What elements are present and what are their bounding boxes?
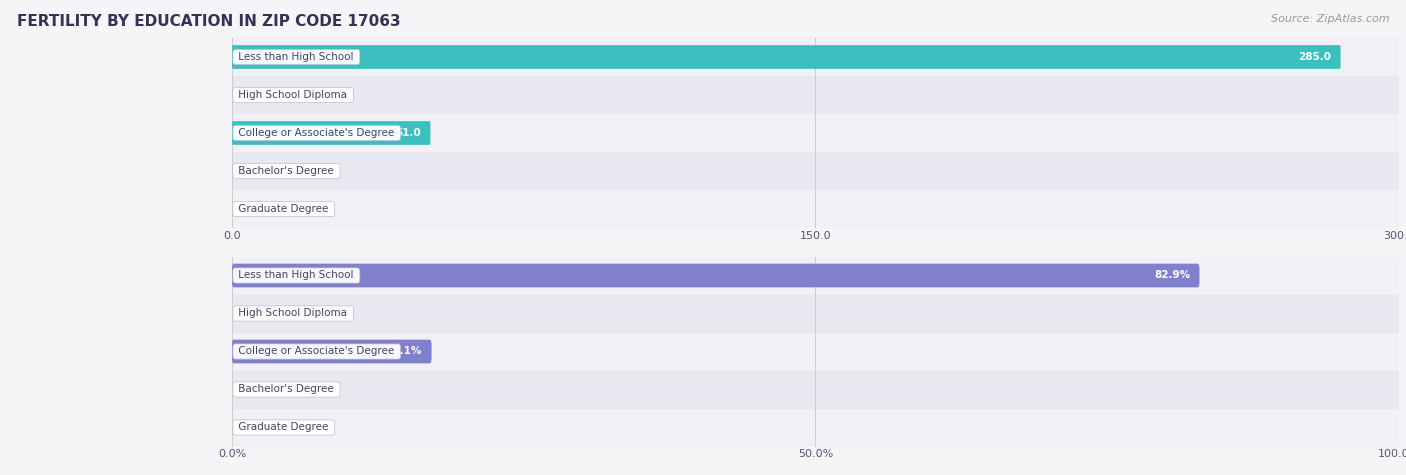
FancyBboxPatch shape [232, 294, 1399, 332]
FancyBboxPatch shape [232, 332, 1399, 371]
FancyBboxPatch shape [232, 264, 1199, 287]
Text: 0.0%: 0.0% [242, 384, 270, 395]
Text: 51.0: 51.0 [395, 128, 420, 138]
Text: Graduate Degree: Graduate Degree [235, 204, 332, 214]
FancyBboxPatch shape [232, 121, 430, 145]
FancyBboxPatch shape [232, 38, 1399, 76]
FancyBboxPatch shape [232, 340, 432, 363]
Text: FERTILITY BY EDUCATION IN ZIP CODE 17063: FERTILITY BY EDUCATION IN ZIP CODE 17063 [17, 14, 401, 29]
FancyBboxPatch shape [232, 190, 1399, 228]
Text: 82.9%: 82.9% [1154, 270, 1189, 281]
FancyBboxPatch shape [232, 114, 1399, 152]
Text: Graduate Degree: Graduate Degree [235, 422, 332, 433]
Text: 0.0: 0.0 [242, 204, 260, 214]
FancyBboxPatch shape [232, 76, 1399, 114]
Text: Bachelor's Degree: Bachelor's Degree [235, 166, 337, 176]
FancyBboxPatch shape [232, 152, 1399, 190]
FancyBboxPatch shape [232, 408, 1399, 446]
Text: High School Diploma: High School Diploma [235, 90, 350, 100]
Text: 0.0%: 0.0% [242, 422, 270, 433]
Text: 0.0: 0.0 [242, 166, 260, 176]
FancyBboxPatch shape [232, 256, 1399, 294]
Text: 285.0: 285.0 [1298, 52, 1331, 62]
Text: College or Associate's Degree: College or Associate's Degree [235, 346, 398, 357]
Text: Less than High School: Less than High School [235, 52, 357, 62]
Text: 0.0%: 0.0% [242, 308, 270, 319]
FancyBboxPatch shape [232, 45, 1341, 69]
FancyBboxPatch shape [232, 370, 1399, 408]
Text: Source: ZipAtlas.com: Source: ZipAtlas.com [1271, 14, 1389, 24]
Text: 17.1%: 17.1% [385, 346, 422, 357]
Text: College or Associate's Degree: College or Associate's Degree [235, 128, 398, 138]
Text: Bachelor's Degree: Bachelor's Degree [235, 384, 337, 395]
Text: High School Diploma: High School Diploma [235, 308, 350, 319]
Text: Less than High School: Less than High School [235, 270, 357, 281]
Text: 0.0: 0.0 [242, 90, 260, 100]
